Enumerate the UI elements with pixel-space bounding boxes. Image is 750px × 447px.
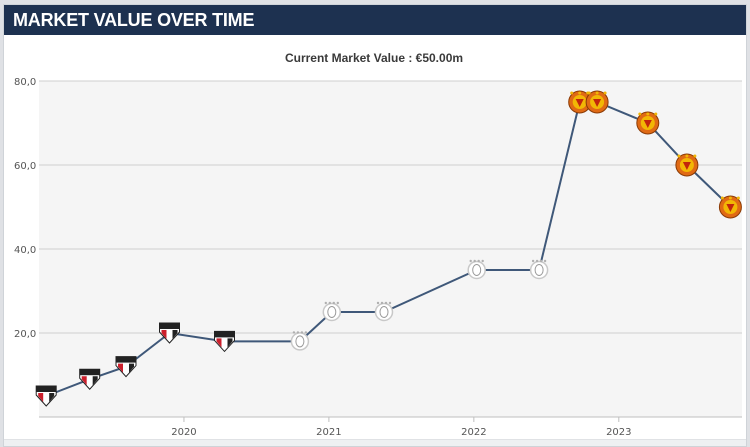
x-tick-label: 2022 (461, 427, 486, 438)
club-b-crest-point[interactable] (322, 301, 342, 322)
y-tick-label: 20,0 (14, 329, 36, 340)
panel-header: MARKET VALUE OVER TIME (4, 5, 746, 35)
y-tick-label: 80,0 (14, 77, 36, 88)
gridlines (39, 80, 742, 418)
club-b-crest-point[interactable] (467, 259, 486, 280)
market-value-panel: MARKET VALUE OVER TIME Current Market Va… (3, 4, 747, 447)
club-c-crest-point[interactable] (585, 90, 609, 114)
panel-footer (4, 439, 746, 446)
club-a-crest-point[interactable] (35, 385, 57, 407)
panel-title: MARKET VALUE OVER TIME (13, 10, 255, 30)
club-a-crest-point[interactable] (79, 368, 101, 390)
club-c-crest-point[interactable] (675, 153, 699, 177)
club-b-crest-point[interactable] (529, 259, 549, 280)
y-tick-label: 60,0 (14, 161, 36, 172)
club-c-crest-point[interactable] (636, 111, 660, 135)
market-value-chart: Current Market Value : €50.00m 20,0 40,0 6… (14, 51, 742, 438)
club-a-crest-point[interactable] (159, 322, 180, 344)
data-points[interactable] (35, 90, 742, 407)
y-axis-ticks: 20,0 40,0 60,0 80,0 (14, 77, 36, 340)
club-a-crest-point[interactable] (115, 356, 137, 378)
x-tick-label: 2020 (171, 427, 196, 438)
club-c-crest-point[interactable] (718, 195, 742, 219)
y-tick-label: 40,0 (14, 245, 36, 256)
x-tick-label: 2021 (316, 427, 341, 438)
club-b-crest-point[interactable] (290, 331, 310, 351)
x-axis-ticks: 2020 2021 2022 2023 (171, 417, 632, 438)
club-c-crest-point[interactable] (568, 90, 592, 114)
club-a-crest-point[interactable] (214, 330, 235, 353)
x-tick-label: 2023 (606, 427, 631, 438)
club-b-crest-point[interactable] (374, 301, 394, 322)
chart-subtitle: Current Market Value : €50.00m (285, 51, 463, 65)
